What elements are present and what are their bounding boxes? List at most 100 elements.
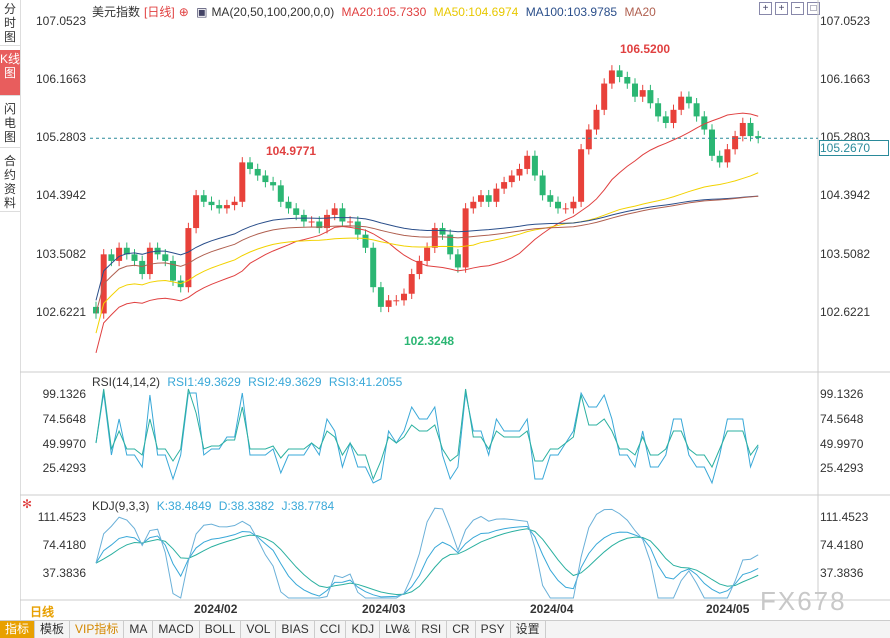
candle [385,300,392,307]
tab-contract-info[interactable]: 合约资料 [0,152,20,212]
tab-macd[interactable]: MACD [153,621,200,638]
kdj-left-tick: 37.3836 [42,566,86,580]
tab-cci[interactable]: CCI [315,621,347,638]
tab-indicator[interactable]: 指标 [0,621,36,638]
period-selector[interactable]: 日线 [30,605,55,619]
left-y-tick: 106.1663 [36,72,87,86]
symbol-name: 美元指数 [92,5,141,19]
candle [724,149,731,163]
tab-lwr[interactable]: LW& [380,621,417,638]
candle [632,83,638,97]
candle [624,76,631,84]
candle [316,221,323,229]
tab-cr[interactable]: CR [447,621,476,638]
candle [570,201,577,209]
tab-psy[interactable]: PSY [476,621,511,638]
kdj-line [95,525,759,598]
tab-vip-indicator[interactable]: VIP指标 [70,621,125,638]
candle [693,103,700,117]
high-label-2: 104.9771 [266,144,317,158]
candle [454,254,461,268]
rsi-line [95,391,759,485]
candle [116,247,123,261]
left-y-tick: 104.3942 [36,188,87,202]
candle [93,306,99,314]
y-tick: 103.5082 [820,247,871,261]
ma-icon[interactable]: ▣ [196,5,208,19]
ma20-value: MA20:105.7330 [341,5,427,19]
rsi-line [95,388,759,481]
candle [123,247,130,255]
candle [539,175,546,196]
candle [493,188,500,202]
y-tick: 104.3942 [820,188,871,202]
candle [200,195,207,202]
zoom-in-icon[interactable]: + [775,2,788,15]
rsi-left-tick: 25.4293 [42,461,86,475]
tab-kdj[interactable]: KDJ [346,621,381,638]
candle [108,254,115,261]
expand-icon[interactable]: □ [807,2,820,15]
crosshair-icon[interactable]: + [759,2,772,15]
candle [285,201,292,209]
candle [185,228,192,288]
tab-bias[interactable]: BIAS [276,621,315,638]
tab-time-chart[interactable]: 分时图 [0,0,20,46]
side-tabs: 分时图 K线图 闪电图 合约资料 [0,0,21,620]
tab-boll[interactable]: BOLL [200,621,242,638]
low-label: 102.3248 [404,334,455,348]
candle [347,221,354,223]
candle [685,96,692,104]
kline-chart[interactable] [0,0,890,620]
tab-template[interactable]: 模板 [35,621,71,638]
add-indicator-icon[interactable]: ⊕ [178,5,189,19]
candle [139,260,146,275]
kdj-line [95,507,759,599]
rsi-y-tick: 25.4293 [820,461,864,475]
candle [270,182,277,186]
candle [439,228,446,235]
candle [501,182,508,189]
tab-ma[interactable]: MA [124,621,154,638]
tab-rsi[interactable]: RSI [416,621,448,638]
rsi2-value: RSI2:49.3629 [248,375,322,389]
ma-line [95,172,759,334]
candle [655,103,662,117]
kdj-left-tick: 74.4180 [42,538,86,552]
y-tick: 102.6221 [820,305,871,319]
candle [593,109,600,130]
kdj-j-value: J:38.7784 [281,499,335,513]
y-tick: 106.1663 [820,72,871,86]
x-tick: 2024/03 [362,602,406,616]
candle [670,109,677,123]
candle [293,208,300,215]
candle [131,254,138,261]
candle [331,208,338,215]
x-tick: 2024/05 [706,602,750,616]
rsi-title: RSI(14,14,2) [92,375,161,389]
tab-settings[interactable]: 设置 [511,621,546,638]
settings-gear-icon[interactable]: ✻ [22,497,33,511]
tab-flash-chart[interactable]: 闪电图 [0,100,20,148]
candle [247,162,253,169]
ma-line [95,112,759,353]
ma200-label: MA20 [624,5,656,19]
candle [377,287,384,307]
candle [647,90,654,104]
rsi-left-tick: 49.9970 [42,437,86,451]
candle [547,195,554,202]
candle [578,149,585,202]
tab-kline-chart[interactable]: K线图 [0,50,20,96]
candle [508,175,515,183]
candle [424,247,431,261]
candle [431,228,438,248]
candle [485,195,492,202]
zoom-out-icon[interactable]: − [791,2,804,15]
candle [223,205,230,209]
candle [193,195,200,229]
tab-vol[interactable]: VOL [241,621,277,638]
kdj-y-tick: 74.4180 [820,538,864,552]
main-legend: 美元指数 [日线] ⊕ ▣ MA(20,50,100,200,0,0) MA20:10… [92,3,660,20]
candle [162,254,169,261]
candle [416,260,423,275]
